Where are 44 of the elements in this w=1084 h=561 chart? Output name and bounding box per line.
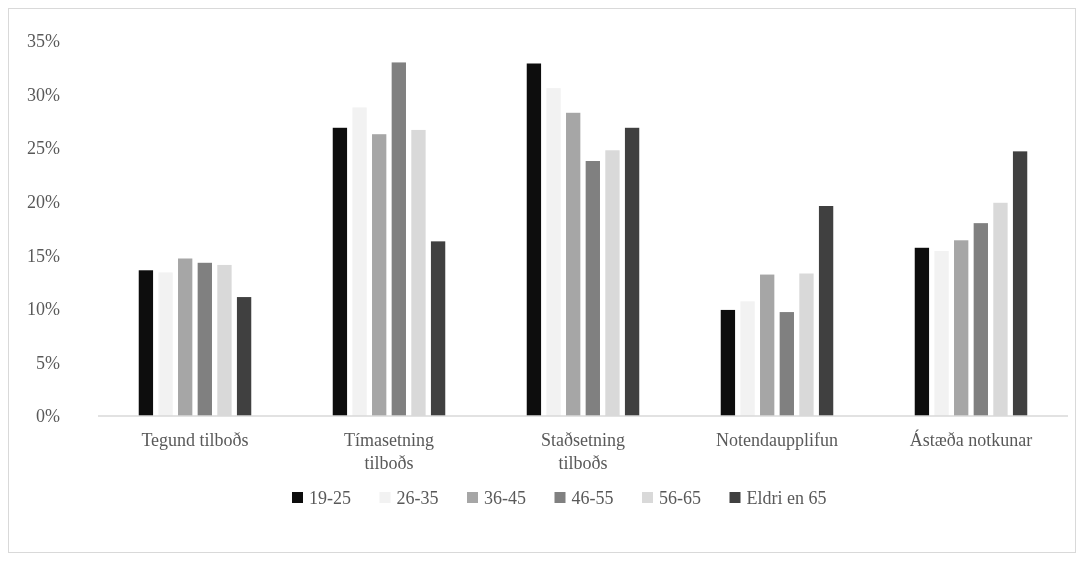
bar: [391, 62, 406, 416]
y-tick-label: 35%: [27, 31, 60, 52]
bar: [526, 63, 542, 416]
bar: [624, 127, 640, 416]
y-tick-label: 25%: [27, 138, 60, 159]
y-tick-label: 5%: [36, 352, 60, 373]
bar: [352, 107, 367, 416]
bar: [760, 274, 775, 416]
bar: [954, 240, 969, 416]
bar: [197, 262, 212, 416]
bar: [740, 301, 755, 416]
legend-label: Eldri en 65: [746, 488, 827, 509]
bar: [138, 270, 154, 416]
bar: [236, 297, 252, 416]
bar: [973, 223, 988, 416]
bar: [566, 112, 581, 416]
x-tick-label: Ástæða notkunar: [909, 429, 1033, 450]
bar: [332, 127, 348, 416]
x-tick-label: Notendaupplifun: [716, 430, 838, 450]
bar: [178, 258, 193, 416]
x-tick-label: Tímasetning tilboðs: [344, 430, 434, 473]
bar: [818, 206, 834, 416]
y-tick-label: 10%: [27, 299, 60, 320]
bar: [546, 88, 561, 416]
bar: [430, 241, 446, 416]
bar: [914, 247, 930, 416]
bar: [585, 161, 600, 416]
y-tick-label: 20%: [27, 192, 60, 213]
legend-label: 46-55: [571, 488, 614, 509]
legend-label: 36-45: [484, 488, 526, 509]
legend-label: 26-35: [396, 488, 439, 509]
bar: [158, 272, 173, 416]
bar: [372, 134, 387, 416]
y-tick-label: 30%: [27, 84, 60, 105]
legend-label: 19-25: [309, 488, 351, 509]
bar: [1012, 151, 1028, 416]
bar: [934, 251, 949, 416]
y-tick-label: 15%: [27, 245, 60, 266]
legend-label: 56-65: [659, 488, 701, 509]
x-tick-label: Tegund tilboðs: [141, 430, 249, 450]
y-tick-label: 0%: [36, 406, 60, 427]
bar: [779, 312, 794, 416]
bar: [720, 309, 736, 416]
x-tick-label: Staðsetning tilboðs: [541, 430, 625, 473]
